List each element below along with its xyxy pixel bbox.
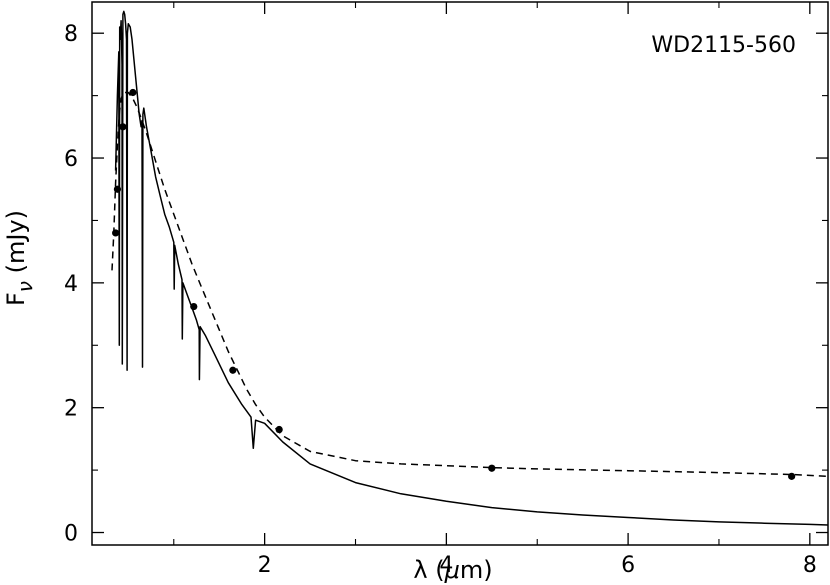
plot-area-border [91,1,829,546]
data-point [788,472,796,480]
x-axis-label-mu: μ [444,556,460,584]
data-point [119,123,127,131]
y-tick-label: 4 [64,272,78,297]
x-axis-label: λ (μm) [413,556,492,584]
y-axis-label-base: F [2,292,30,306]
x-tick-label: 4 [439,553,453,578]
annotation-label: WD2115-560 [651,33,796,58]
data-point [190,302,198,311]
data-points [112,88,796,480]
data-point [112,229,120,237]
dashed-model-line [111,91,829,478]
solid-model-line [114,10,829,526]
y-axis-label-sub: ν [13,281,37,292]
series-layer [111,10,829,526]
x-axis-label-suffix: m) [460,556,493,584]
x-tick-label: 8 [803,553,817,578]
data-point [488,464,496,472]
x-tick-label: 6 [621,553,635,578]
data-point [229,366,237,374]
x-tick-label: 2 [258,553,272,578]
x-axis-label-prefix: λ ( [413,556,444,584]
y-axis-label: Fν (mJy) [2,210,37,306]
y-tick-label: 0 [64,522,78,547]
y-tick-label: 6 [64,147,78,172]
data-point [113,185,122,193]
y-tick-label: 2 [64,397,78,422]
data-point [129,88,137,97]
y-axis-label-unit: (mJy) [2,210,30,281]
x-axis-ticks: 2 4 6 8 [173,2,817,578]
y-tick-label: 8 [64,22,78,47]
plot-frame [91,1,829,546]
y-axis-ticks: 0 2 4 6 8 [64,22,828,547]
data-point [275,425,283,434]
